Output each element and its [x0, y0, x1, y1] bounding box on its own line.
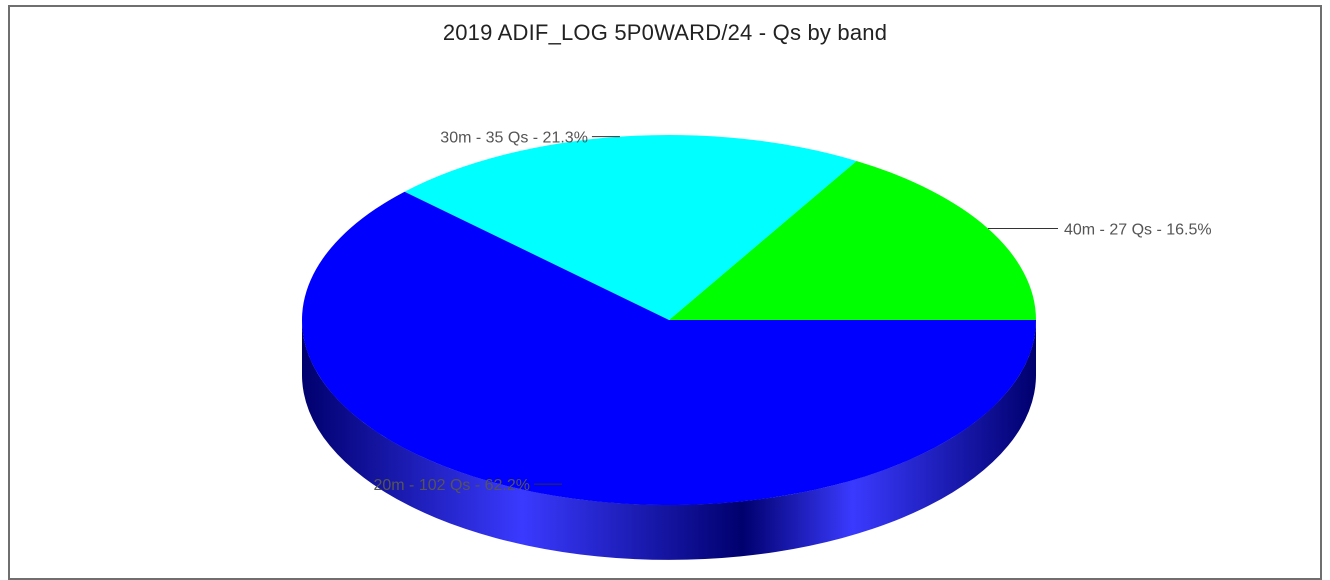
data-label-20m: 20m - 102 Qs - 62.2%	[373, 477, 530, 494]
pie-slice-30m	[404, 134, 857, 320]
pie-side-layer	[302, 320, 1036, 560]
pie-top-layer	[301, 134, 1036, 506]
chart-title: 2019 ADIF_LOG 5P0WARD/24 - Qs by band	[442, 20, 888, 45]
data-label-30m: 30m - 35 Qs - 21.3%	[440, 130, 588, 147]
pie-label-layer: 40m - 27 Qs - 16.5% 30m - 35 Qs - 21.3% 20…	[373, 130, 1211, 494]
data-label-40m: 40m - 27 Qs - 16.5%	[1064, 222, 1212, 239]
pie-chart: 40m - 27 Qs - 16.5% 30m - 35 Qs - 21.3% 20…	[301, 130, 1212, 560]
pie-slice-40m	[669, 160, 1036, 320]
pie-side-20m	[302, 320, 1036, 560]
pie-slice-20m	[301, 191, 1036, 506]
